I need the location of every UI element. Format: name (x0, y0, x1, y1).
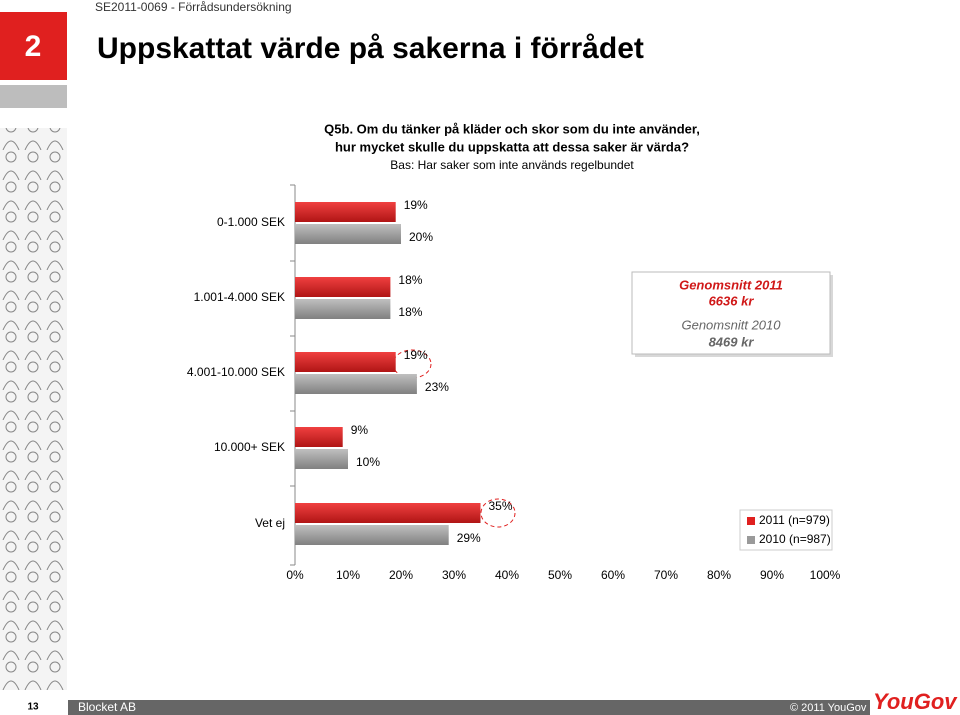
project-id: SE2011-0069 - Förrådsundersökning (95, 0, 292, 14)
value-label: 23% (425, 380, 449, 394)
bar (295, 374, 417, 394)
info-box: Genomsnitt 2011 6636 kr Genomsnitt 2010 … (631, 271, 833, 357)
highlight-circle (480, 498, 516, 528)
bar (295, 224, 401, 244)
bar (295, 277, 391, 297)
annotation: Genomsnitt 2010 (681, 317, 781, 332)
x-tick-label: 60% (601, 568, 625, 582)
legend-box (739, 509, 833, 551)
x-tick-label: 90% (760, 568, 784, 582)
category-label: 0-1.000 SEK (217, 215, 285, 229)
footer-bar (68, 700, 870, 715)
copyright: © 2011 YouGov (790, 702, 867, 714)
crowd-illustration (0, 128, 67, 690)
x-tick-label: 50% (548, 568, 572, 582)
section-number: 2 (25, 30, 42, 63)
value-label: 19% (404, 348, 428, 362)
x-tick-label: 80% (707, 568, 731, 582)
bar (295, 202, 396, 222)
bar (295, 525, 449, 545)
value-label: 19% (404, 198, 428, 212)
category-label: Vet ej (255, 516, 285, 530)
x-tick-label: 0% (286, 568, 304, 582)
value-label: 18% (398, 305, 422, 319)
x-tick-label: 100% (810, 568, 841, 582)
company: Blocket AB (78, 700, 136, 714)
slide-title: Uppskattat värde på sakerna i förrådet (97, 32, 644, 65)
legend-label: 2010 (n=987) (759, 532, 831, 546)
annotation: Genomsnitt 2011 (679, 277, 783, 292)
section-bar (0, 85, 67, 108)
x-tick-label: 40% (495, 568, 519, 582)
question-line: Q5b. Om du tänker på kläder och skor som… (324, 121, 700, 136)
legend-swatch (747, 536, 755, 544)
legend-swatch (747, 517, 755, 525)
value-label: 9% (351, 423, 369, 437)
bar (295, 503, 481, 523)
category-label: 10.000+ SEK (214, 440, 285, 454)
value-label: 29% (457, 531, 481, 545)
subtitle: Bas: Har saker som inte används regelbun… (390, 158, 634, 172)
bar (295, 449, 348, 469)
question-line: hur mycket skulle du uppskatta att dessa… (335, 139, 689, 154)
value-label: 20% (409, 230, 433, 244)
annotation: 6636 kr (709, 293, 755, 308)
bar-chart: 0% 10% 20% 30% 40% 50% 60% 70% 80% 90% 100% 0-1.000… (187, 184, 841, 582)
value-label: 10% (356, 455, 380, 469)
section-box (0, 12, 67, 80)
x-tick-label: 70% (654, 568, 678, 582)
x-tick-label: 10% (336, 568, 360, 582)
bar (295, 299, 391, 319)
value-label: 35% (489, 499, 513, 513)
page-number: 13 (27, 702, 39, 713)
category-label: 1.001-4.000 SEK (194, 290, 285, 304)
category-label: 4.001-10.000 SEK (187, 365, 285, 379)
legend-label: 2011 (n=979) (759, 513, 830, 527)
bar (295, 352, 396, 372)
bar (295, 427, 343, 447)
value-label: 18% (398, 273, 422, 287)
x-tick-label: 30% (442, 568, 466, 582)
logo: YouGov (873, 689, 958, 714)
x-tick-label: 20% (389, 568, 413, 582)
annotation: 8469 kr (709, 334, 755, 349)
